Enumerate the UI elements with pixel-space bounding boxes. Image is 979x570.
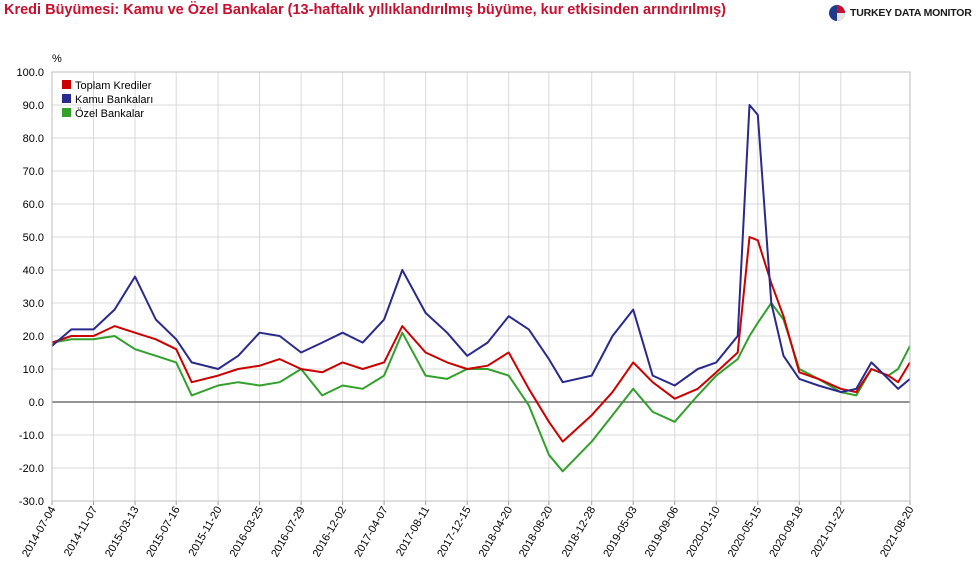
y-tick-label: 100.0 bbox=[16, 67, 44, 79]
x-tick-label: 2017-12-15 bbox=[435, 504, 474, 559]
y-tick-label: -30.0 bbox=[19, 496, 44, 508]
y-tick-label: 30.0 bbox=[23, 298, 44, 310]
x-tick-label: 2015-03-13 bbox=[103, 505, 142, 560]
x-tick-label: 2014-07-04 bbox=[20, 505, 59, 560]
x-tick-label: 2016-07-29 bbox=[269, 505, 308, 560]
y-tick-label: 80.0 bbox=[23, 133, 44, 145]
legend-swatch bbox=[62, 94, 71, 103]
y-axis-ticks: 100.0 90.0 80.0 70.0 60.0 50.0 40.0 30.0 20.0 10.… bbox=[16, 67, 44, 508]
x-tick-label: 2018-08-20 bbox=[517, 505, 556, 560]
x-tick-label: 2017-08-11 bbox=[394, 505, 432, 559]
x-tick-label: 2019-09-06 bbox=[643, 505, 682, 560]
pie-logo-icon bbox=[829, 5, 845, 21]
y-tick-label: 60.0 bbox=[23, 199, 44, 211]
series-line-0 bbox=[51, 236, 911, 443]
chart-title: Kredi Büyümesi: Kamu ve Özel Bankalar (1… bbox=[4, 2, 727, 18]
x-axis-ticks: 2014-07-04 2014-11-07 2015-03-13 2015-07-16… bbox=[20, 501, 917, 559]
x-tick-label: 2018-12-28 bbox=[560, 505, 599, 560]
brand-logo: TURKEY DATA MONITOR bbox=[828, 4, 972, 22]
y-tick-label: 0.0 bbox=[29, 397, 44, 409]
y-tick-label: -10.0 bbox=[19, 430, 44, 442]
legend: Toplam Krediler Kamu Bankaları Özel Bankal… bbox=[62, 80, 153, 120]
legend-swatch bbox=[62, 108, 71, 117]
x-tick-label: 2015-11-20 bbox=[187, 505, 225, 559]
x-tick-label: 2020-05-15 bbox=[726, 505, 765, 560]
y-tick-label: 20.0 bbox=[23, 331, 44, 343]
x-tick-label: 2020-09-18 bbox=[767, 505, 806, 560]
brand-name: TURKEY DATA MONITOR bbox=[850, 7, 972, 19]
y-tick-label: 10.0 bbox=[23, 364, 44, 376]
x-tick-label: 2021-01-22 bbox=[809, 505, 848, 560]
x-tick-label: 2017-04-07 bbox=[352, 505, 391, 560]
legend-swatch bbox=[62, 80, 71, 89]
legend-label: Kamu Bankaları bbox=[75, 94, 153, 106]
y-tick-label: 40.0 bbox=[23, 265, 44, 277]
series-lines bbox=[51, 104, 911, 473]
legend-label: Özel Bankalar bbox=[75, 108, 144, 120]
x-tick-label: 2018-04-20 bbox=[477, 505, 516, 560]
x-tick-label: 2016-12-02 bbox=[311, 505, 350, 560]
y-axis-label: % bbox=[52, 53, 62, 65]
legend-label: Toplam Krediler bbox=[75, 80, 152, 92]
y-tick-label: -20.0 bbox=[19, 463, 44, 475]
grid-lines bbox=[51, 71, 911, 502]
x-tick-label: 2019-05-03 bbox=[601, 505, 640, 560]
y-tick-label: 50.0 bbox=[23, 232, 44, 244]
x-tick-label: 2021-08-20 bbox=[878, 505, 917, 560]
y-tick-label: 90.0 bbox=[23, 100, 44, 112]
y-tick-label: 70.0 bbox=[23, 166, 44, 178]
plot-frame bbox=[51, 71, 911, 502]
x-tick-label: 2020-01-10 bbox=[684, 505, 723, 560]
x-tick-label: 2014-11-07 bbox=[62, 505, 100, 559]
series-line-2 bbox=[51, 302, 911, 473]
x-tick-label: 2016-03-25 bbox=[228, 505, 267, 560]
series-line-1 bbox=[51, 104, 911, 394]
x-tick-label: 2015-07-16 bbox=[144, 505, 183, 560]
